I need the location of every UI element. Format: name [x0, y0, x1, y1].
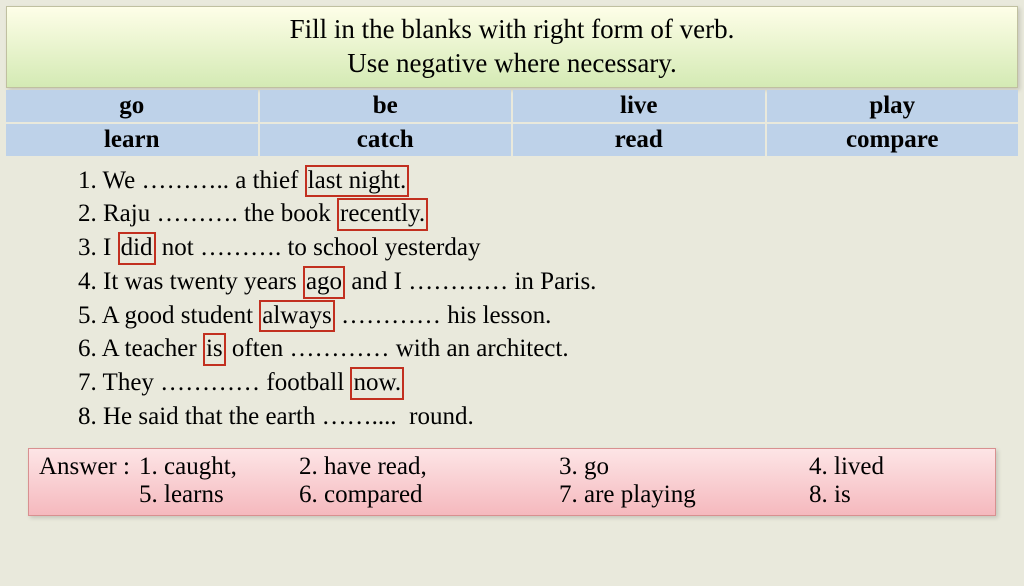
answer-item: 8. is: [809, 481, 985, 509]
answer-item: 1. caught,: [139, 453, 299, 481]
time-marker-box: last night.: [305, 165, 410, 198]
verb-cell: compare: [767, 124, 1019, 156]
answer-row-2: 5. learns 6. compared 7. are playing 8. …: [39, 481, 985, 509]
verb-cell: learn: [6, 124, 258, 156]
header-line1: Fill in the blanks with right form of ve…: [7, 13, 1017, 47]
sentence-1: 1. We ……….. a thief last night.: [78, 164, 1024, 198]
answer-item: 4. lived: [809, 453, 985, 481]
answer-row-1: Answer : 1. caught, 2. have read, 3. go …: [39, 453, 985, 481]
sentence-5: 5. A good student always ………… his lesson…: [78, 299, 1024, 333]
verb-cell: read: [513, 124, 765, 156]
time-marker-box: ago: [303, 266, 345, 299]
sentence-8: 8. He said that the earth …….... round.: [78, 400, 1024, 434]
verb-bank: go be live play learn catch read compare: [6, 90, 1018, 156]
instruction-header: Fill in the blanks with right form of ve…: [6, 6, 1018, 88]
sentence-2: 2. Raju ………. the book recently.: [78, 197, 1024, 231]
time-marker-box: now.: [350, 367, 404, 400]
verb-cell: play: [767, 90, 1019, 122]
verb-cell: live: [513, 90, 765, 122]
answer-item: 3. go: [559, 453, 809, 481]
verb-row-1: go be live play: [6, 90, 1018, 122]
answer-box: Answer : 1. caught, 2. have read, 3. go …: [28, 448, 996, 516]
answer-label: Answer :: [39, 453, 139, 481]
sentence-4: 4. It was twenty years ago and I ………… in…: [78, 265, 1024, 299]
sentence-7: 7. They ………… football now.: [78, 366, 1024, 400]
time-marker-box: did: [118, 232, 156, 265]
verb-row-2: learn catch read compare: [6, 124, 1018, 156]
time-marker-box: recently.: [337, 198, 428, 231]
answer-item: 5. learns: [139, 481, 299, 509]
answer-item: 6. compared: [299, 481, 559, 509]
verb-cell: be: [260, 90, 512, 122]
sentence-6: 6. A teacher is often ………… with an archi…: [78, 332, 1024, 366]
time-marker-box: is: [203, 333, 226, 366]
sentence-3: 3. I did not ………. to school yesterday: [78, 231, 1024, 265]
time-marker-box: always: [259, 300, 334, 333]
answer-item: 2. have read,: [299, 453, 559, 481]
verb-cell: catch: [260, 124, 512, 156]
header-line2: Use negative where necessary.: [7, 47, 1017, 81]
sentence-list: 1. We ……….. a thief last night. 2. Raju …: [78, 164, 1024, 434]
verb-cell: go: [6, 90, 258, 122]
answer-item: 7. are playing: [559, 481, 809, 509]
